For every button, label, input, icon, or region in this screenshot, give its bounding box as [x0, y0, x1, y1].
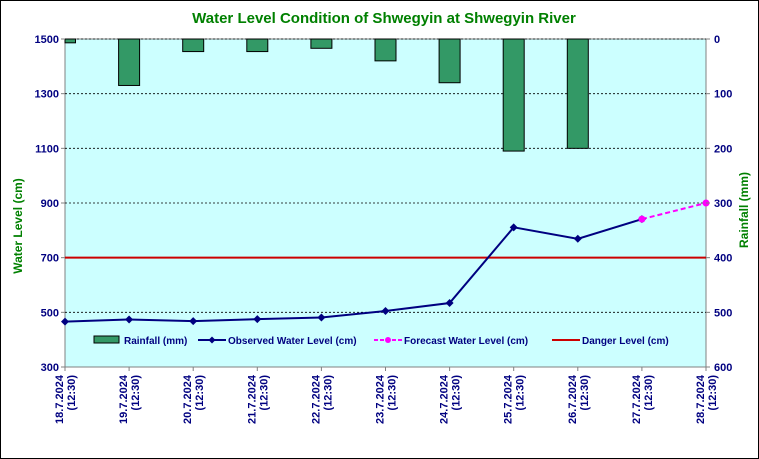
- x-tick-label: 26.7.2024 (12:30): [567, 374, 591, 424]
- left-tick-label: 300: [41, 362, 59, 374]
- x-tick-date: 20.7.2024: [182, 374, 194, 424]
- legend-marker-forecast: [385, 337, 391, 343]
- left-axis-title: Water Level (cm): [11, 178, 25, 274]
- x-tick-date: 22.7.2024: [310, 374, 322, 424]
- x-tick-time: (12:30): [258, 375, 270, 411]
- x-tick-time: (12:30): [707, 375, 719, 411]
- rainfall-bar: [310, 38, 333, 49]
- rainfall-bar: [438, 38, 461, 84]
- x-tick-label: 23.7.2024 (12:30): [375, 374, 399, 424]
- observed-point: [381, 306, 390, 315]
- right-tick-label: 100: [714, 89, 732, 101]
- x-tick-date: 23.7.2024: [375, 374, 387, 424]
- right-axis-ticks: 0 100 200 300 400 500 600: [706, 34, 732, 374]
- legend-label: Observed Water Level (cm): [228, 336, 357, 347]
- observed-point: [189, 317, 198, 326]
- x-tick-label: 25.7.2024 (12:30): [503, 374, 527, 424]
- x-tick-label: 18.7.2024 (12:30): [54, 374, 78, 424]
- observed-point: [61, 317, 69, 326]
- x-tick-time: (12:30): [387, 375, 399, 411]
- legend-label: Danger Level (cm): [582, 336, 669, 347]
- rainfall-bar: [246, 38, 269, 53]
- rainfall-bar: [566, 38, 589, 149]
- x-tick-time: (12:30): [130, 375, 142, 411]
- right-tick-label: 600: [714, 362, 732, 374]
- series-lines: [64, 202, 707, 323]
- legend-swatch-rainfall: [93, 335, 120, 344]
- observed-water-level-line: [64, 218, 643, 323]
- x-tick-time: (12:30): [643, 375, 655, 411]
- observed-point: [317, 313, 326, 322]
- legend: Rainfall (mm) Observed Water Level (cm) Fo…: [93, 335, 669, 347]
- x-axis-ticks: 18.7.2024 (12:30) 19.7.2024 (12:30) 20.7.202…: [54, 367, 719, 424]
- rainfall-bar: [502, 38, 525, 152]
- x-tick-label: 22.7.2024 (12:30): [310, 374, 334, 424]
- observed-point: [445, 299, 454, 308]
- x-tick-date: 18.7.2024: [54, 374, 66, 424]
- x-tick-date: 24.7.2024: [439, 374, 451, 424]
- observed-point: [253, 315, 262, 324]
- rainfall-bar: [182, 38, 205, 53]
- x-tick-label: 19.7.2024 (12:30): [118, 374, 142, 424]
- x-tick-date: 19.7.2024: [118, 374, 130, 424]
- x-tick-date: 28.7.2024: [695, 374, 707, 424]
- right-tick-label: 200: [714, 143, 732, 155]
- left-tick-label: 1500: [35, 34, 59, 46]
- legend-label: Forecast Water Level (cm): [404, 336, 528, 347]
- right-tick-label: 0: [714, 34, 720, 46]
- left-tick-label: 500: [41, 307, 59, 319]
- x-tick-label: 28.7.2024 (12:30): [695, 374, 719, 424]
- right-axis-title: Rainfall (mm): [737, 172, 751, 248]
- series-points: [61, 199, 710, 326]
- x-tick-time: (12:30): [194, 375, 206, 411]
- x-tick-date: 27.7.2024: [631, 374, 643, 424]
- right-tick-label: 300: [714, 198, 732, 210]
- x-tick-date: 26.7.2024: [567, 374, 579, 424]
- rainfall-bar: [374, 38, 397, 62]
- x-tick-time: (12:30): [66, 375, 78, 411]
- x-tick-label: 21.7.2024 (12:30): [246, 374, 270, 424]
- x-tick-date: 21.7.2024: [246, 374, 258, 424]
- forecast-point: [638, 215, 646, 223]
- observed-point: [509, 223, 518, 232]
- forecast-water-level-line: [641, 202, 707, 221]
- left-axis-ticks: 300 500 700 900 1100 1300 1500: [35, 34, 65, 374]
- x-tick-label: 20.7.2024 (12:30): [182, 374, 206, 424]
- legend-marker-observed: [208, 336, 216, 344]
- left-tick-label: 1100: [35, 143, 59, 155]
- observed-point: [573, 234, 582, 243]
- left-tick-label: 700: [41, 253, 59, 265]
- x-tick-label: 24.7.2024 (12:30): [439, 374, 463, 424]
- x-tick-time: (12:30): [322, 375, 334, 411]
- chart-title: Water Level Condition of Shwegyin at Shw…: [192, 10, 576, 27]
- x-tick-label: 27.7.2024 (12:30): [631, 374, 655, 424]
- observed-point: [125, 315, 134, 324]
- rainfall-bar: [64, 38, 76, 44]
- left-tick-label: 900: [41, 198, 59, 210]
- legend-label: Rainfall (mm): [124, 336, 187, 347]
- x-tick-time: (12:30): [515, 375, 527, 411]
- x-tick-time: (12:30): [579, 375, 591, 411]
- x-tick-date: 25.7.2024: [503, 374, 515, 424]
- rainfall-bar: [118, 38, 141, 86]
- left-tick-label: 1300: [35, 89, 59, 101]
- x-tick-time: (12:30): [451, 375, 463, 411]
- right-tick-label: 500: [714, 307, 732, 319]
- rainfall-bars: [64, 38, 589, 152]
- right-tick-label: 400: [714, 253, 732, 265]
